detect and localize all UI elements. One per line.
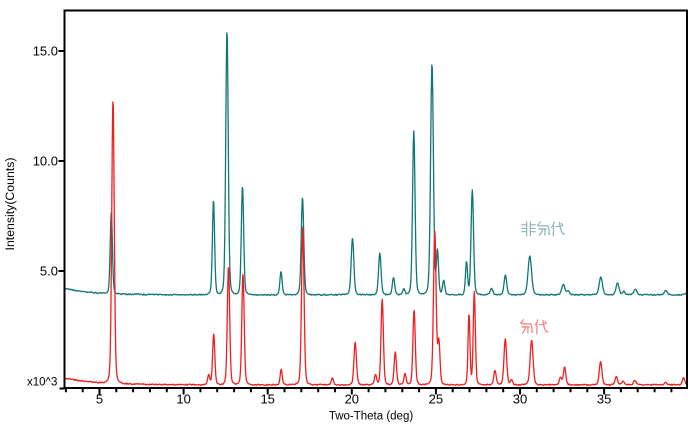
svg-text:Two-Theta (deg): Two-Theta (deg) <box>329 411 414 423</box>
svg-text:15.0: 15.0 <box>33 44 58 59</box>
svg-text:5.0: 5.0 <box>40 264 58 279</box>
svg-text:Intensity(Counts): Intensity(Counts) <box>3 158 17 251</box>
svg-text:25: 25 <box>429 392 443 407</box>
svg-text:10.0: 10.0 <box>33 154 58 169</box>
svg-text:30: 30 <box>513 392 527 407</box>
svg-text:10: 10 <box>176 392 190 407</box>
svg-text:15: 15 <box>260 392 274 407</box>
svg-text:x10^3: x10^3 <box>27 377 57 389</box>
svg-text:20: 20 <box>345 392 359 407</box>
svg-text:35: 35 <box>597 392 611 407</box>
svg-text:5: 5 <box>96 392 103 407</box>
